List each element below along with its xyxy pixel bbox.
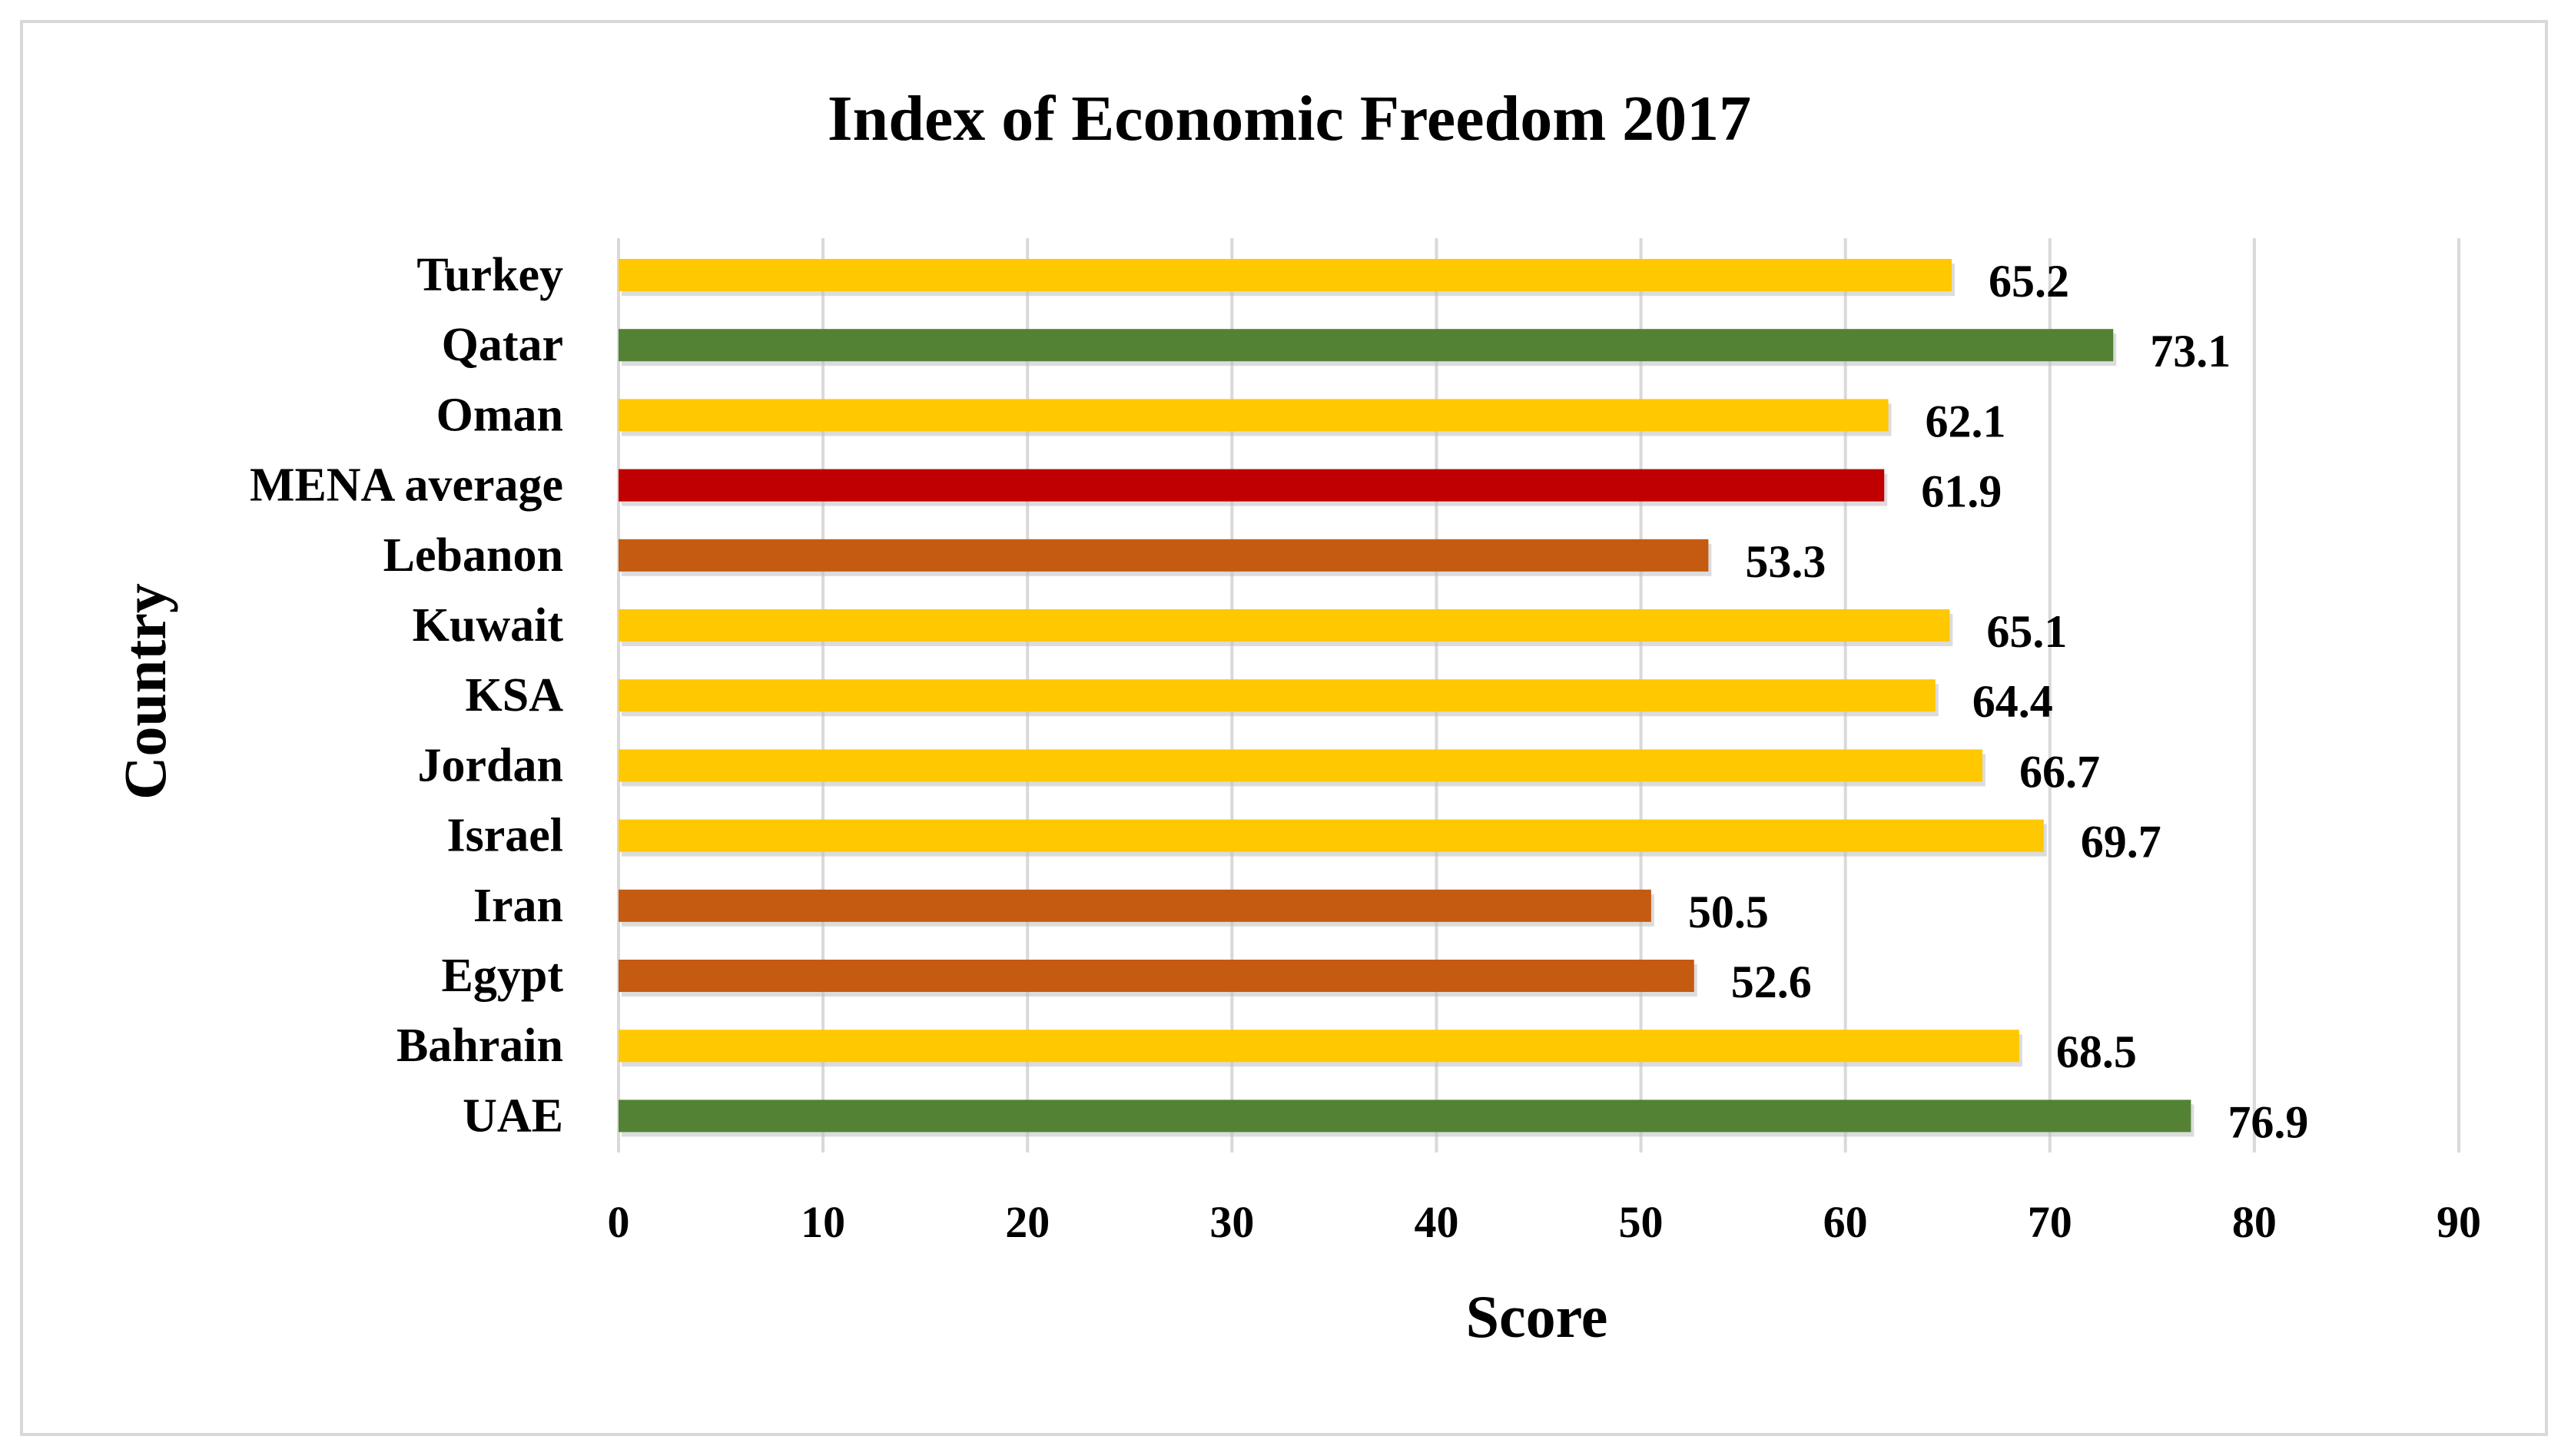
data-label: 65.2 (1989, 256, 2069, 307)
category-label: UAE (463, 1090, 563, 1142)
category-labels: Turkey Qatar Oman MENA average Lebanon Kuwait… (250, 249, 563, 1142)
data-label: 69.7 (2081, 817, 2161, 867)
category-label: Kuwait (413, 599, 564, 652)
chart-frame (20, 20, 2548, 1436)
data-label: 61.9 (1921, 466, 2002, 517)
bar (619, 1030, 2019, 1063)
category-label: Oman (436, 389, 563, 441)
x-axis-title: Score (1466, 1283, 1608, 1350)
category-label: Egypt (442, 950, 564, 1002)
data-label: 76.9 (2228, 1096, 2308, 1147)
data-label: 64.4 (1972, 676, 2053, 727)
data-label: 62.1 (1926, 396, 2006, 446)
bar (619, 329, 2114, 362)
data-labels: 65.2 73.1 62.1 61.9 53.3 65.1 64.4 66.7 69.7 50.5… (1688, 256, 2309, 1147)
bar (619, 749, 1982, 782)
category-label: KSA (466, 669, 564, 721)
bar (619, 259, 1952, 291)
data-label: 53.3 (1745, 536, 1826, 587)
data-label: 65.1 (1986, 606, 2067, 657)
x-tick-label: 70 (2028, 1197, 2072, 1247)
x-tick-label: 90 (2437, 1197, 2481, 1247)
category-label: Turkey (416, 249, 563, 301)
y-axis-title: Country (111, 583, 178, 800)
data-label: 68.5 (2056, 1026, 2137, 1077)
bar (619, 469, 1885, 502)
bar (619, 539, 1709, 572)
x-tick-labels: 0 10 20 30 40 50 60 70 80 90 (608, 1197, 2482, 1247)
bars (619, 259, 2194, 1137)
data-label: 73.1 (2150, 326, 2231, 376)
bar (619, 960, 1694, 992)
bar (619, 889, 1651, 922)
gridlines (617, 238, 2460, 1153)
x-tick-label: 60 (1823, 1197, 1868, 1247)
x-tick-label: 30 (1209, 1197, 1254, 1247)
data-label: 50.5 (1688, 887, 1769, 937)
category-label: Iran (473, 880, 563, 932)
bar (619, 679, 1936, 712)
category-label: Jordan (418, 739, 563, 791)
category-label: Qatar (442, 319, 563, 371)
x-tick-label: 10 (801, 1197, 845, 1247)
bar (619, 609, 1950, 642)
category-label: Israel (446, 810, 563, 862)
x-tick-label: 0 (608, 1197, 630, 1247)
bar (619, 819, 2044, 852)
x-tick-label: 50 (1619, 1197, 1664, 1247)
category-label: Bahrain (396, 1020, 563, 1072)
data-label: 66.7 (2019, 746, 2100, 797)
bar (619, 399, 1889, 432)
bar (619, 1099, 2191, 1133)
data-label: 52.6 (1731, 957, 1812, 1007)
x-tick-label: 80 (2232, 1197, 2277, 1247)
category-label: Lebanon (383, 529, 563, 582)
category-label: MENA average (250, 459, 563, 512)
x-tick-label: 20 (1005, 1197, 1050, 1247)
x-tick-label: 40 (1414, 1197, 1458, 1247)
chart-title: Index of Economic Freedom 2017 (828, 83, 1751, 154)
